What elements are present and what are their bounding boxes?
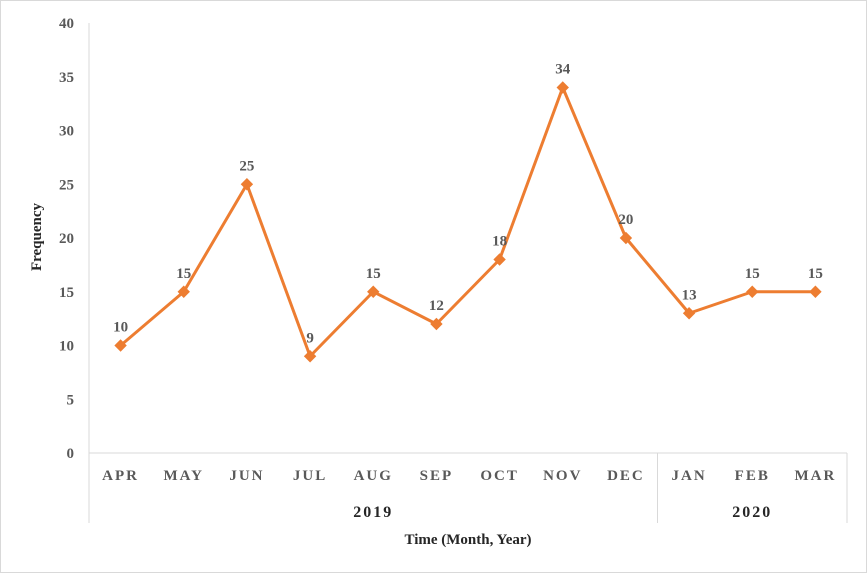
series-group <box>114 81 822 363</box>
data-point-marker <box>303 350 317 363</box>
x-group-label: 2019 <box>353 504 393 521</box>
data-label: 9 <box>306 330 314 346</box>
x-tick-label: MAY <box>164 468 204 484</box>
data-point-marker <box>367 285 380 298</box>
data-point-marker <box>493 253 506 266</box>
data-label: 13 <box>682 287 697 303</box>
x-tick-label: JAN <box>671 468 706 484</box>
y-tick-label: 15 <box>59 285 74 301</box>
data-label: 15 <box>808 266 823 282</box>
x-group-label: 2020 <box>732 504 772 521</box>
data-label: 18 <box>492 234 507 250</box>
series-line <box>119 86 817 358</box>
x-tick-label: OCT <box>480 468 519 484</box>
y-tick-label: 25 <box>59 177 74 193</box>
y-tick-label: 20 <box>59 231 74 247</box>
data-point-marker <box>809 285 822 298</box>
y-tick-label: 30 <box>59 124 74 140</box>
x-tick-label: FEB <box>735 468 770 484</box>
data-point-marker <box>240 178 254 191</box>
x-tick-label: DEC <box>607 468 645 484</box>
data-label: 15 <box>176 266 191 282</box>
x-axis: APR MAY JUN JUL AUG SEP OCT NOV DEC JAN FEB MAR 2019… <box>88 452 848 523</box>
x-tick-label: AUG <box>354 468 393 484</box>
y-tick-label: 35 <box>59 70 74 86</box>
data-point-marker <box>619 231 633 245</box>
y-tick-label: 5 <box>67 392 75 408</box>
data-label: 15 <box>366 266 381 282</box>
y-axis-title: Frequency <box>29 202 45 271</box>
data-point-marker <box>746 285 759 298</box>
y-tick-label: 0 <box>67 446 75 462</box>
x-tick-label: JUN <box>229 468 264 484</box>
data-point-marker <box>556 81 569 94</box>
data-label: 12 <box>429 298 444 314</box>
data-point-marker <box>682 307 696 320</box>
x-tick-label: NOV <box>543 468 582 484</box>
x-tick-label: SEP <box>420 468 454 484</box>
data-labels: 10 15 25 9 15 12 18 34 20 13 15 15 <box>113 62 823 347</box>
data-point-marker <box>114 339 127 352</box>
data-label: 15 <box>745 266 760 282</box>
y-tick-label: 40 <box>59 16 74 32</box>
y-tick-label: 10 <box>59 339 74 355</box>
x-tick-label: MAR <box>795 468 837 484</box>
x-axis-title: Time (Month, Year) <box>404 532 531 548</box>
y-axis: 0 5 10 15 20 25 30 35 40 <box>59 16 90 462</box>
x-tick-label: APR <box>102 468 139 484</box>
x-tick-label: JUL <box>293 468 327 484</box>
data-label: 20 <box>618 212 633 228</box>
data-point-marker <box>177 285 190 298</box>
data-point-marker <box>430 317 443 331</box>
data-label: 10 <box>113 320 128 336</box>
data-label: 34 <box>555 62 571 78</box>
data-label: 25 <box>239 158 254 174</box>
